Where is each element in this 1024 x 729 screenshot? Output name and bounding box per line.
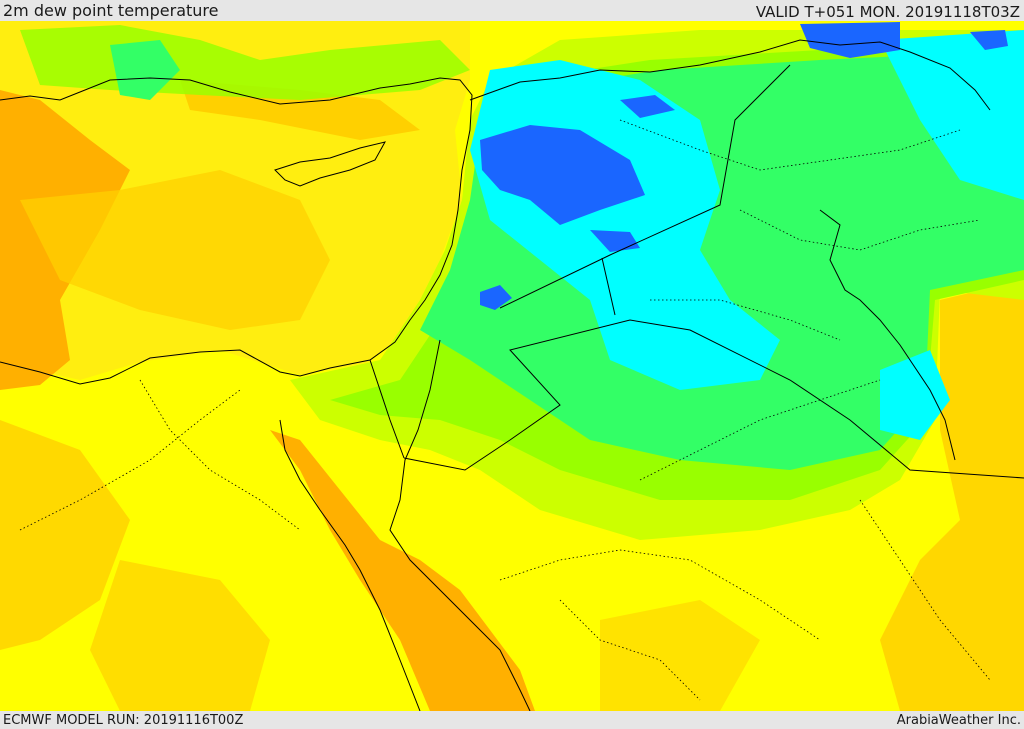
map-title: 2m dew point temperature: [3, 1, 219, 20]
map-subborders: [19, 119, 991, 701]
field-blue-anatolia: [620, 95, 675, 118]
map-borders: [0, 39, 1024, 711]
coastline-red-sea-east: [389, 339, 531, 711]
field-egypt-south: [90, 560, 270, 711]
field-cyan-east: [880, 30, 1024, 200]
border-sinai: [369, 359, 405, 459]
dew-point-map[interactable]: [0, 21, 1024, 711]
field-arabia-east: [880, 280, 1024, 711]
coastline-north-africa: [0, 77, 473, 385]
field-light-orange-med: [20, 170, 330, 330]
field-egypt-west: [0, 420, 130, 650]
field-blue-jordan: [480, 285, 512, 310]
coastline-cyprus: [274, 141, 386, 187]
model-run-label: ECMWF MODEL RUN: 20191116T00Z: [3, 713, 244, 728]
border-saudi-jordan: [403, 319, 1024, 479]
border-syria-iraq: [499, 64, 791, 309]
footer-bar: ECMWF MODEL RUN: 20191116T00Z ArabiaWeat…: [0, 711, 1024, 729]
header-bar: 2m dew point temperature VALID T+051 MON…: [0, 0, 1024, 21]
field-cyan-gulf: [880, 350, 950, 440]
field-arabia-south: [600, 600, 760, 711]
field-blue-syria: [480, 125, 645, 225]
valid-time-label: VALID T+051 MON. 20191118T03Z: [755, 3, 1020, 21]
field-green-aegean: [110, 40, 180, 100]
coastline-red-sea-west: [279, 419, 421, 711]
field-red-sea: [270, 430, 535, 711]
border-jordan-iraq: [601, 257, 616, 316]
coastline-turkey: [469, 39, 991, 111]
field-blue-turkey: [800, 22, 900, 58]
coastline-gulf: [819, 209, 956, 461]
field-blue-east: [970, 30, 1008, 50]
brand-label: ArabiaWeather Inc.: [896, 713, 1021, 728]
